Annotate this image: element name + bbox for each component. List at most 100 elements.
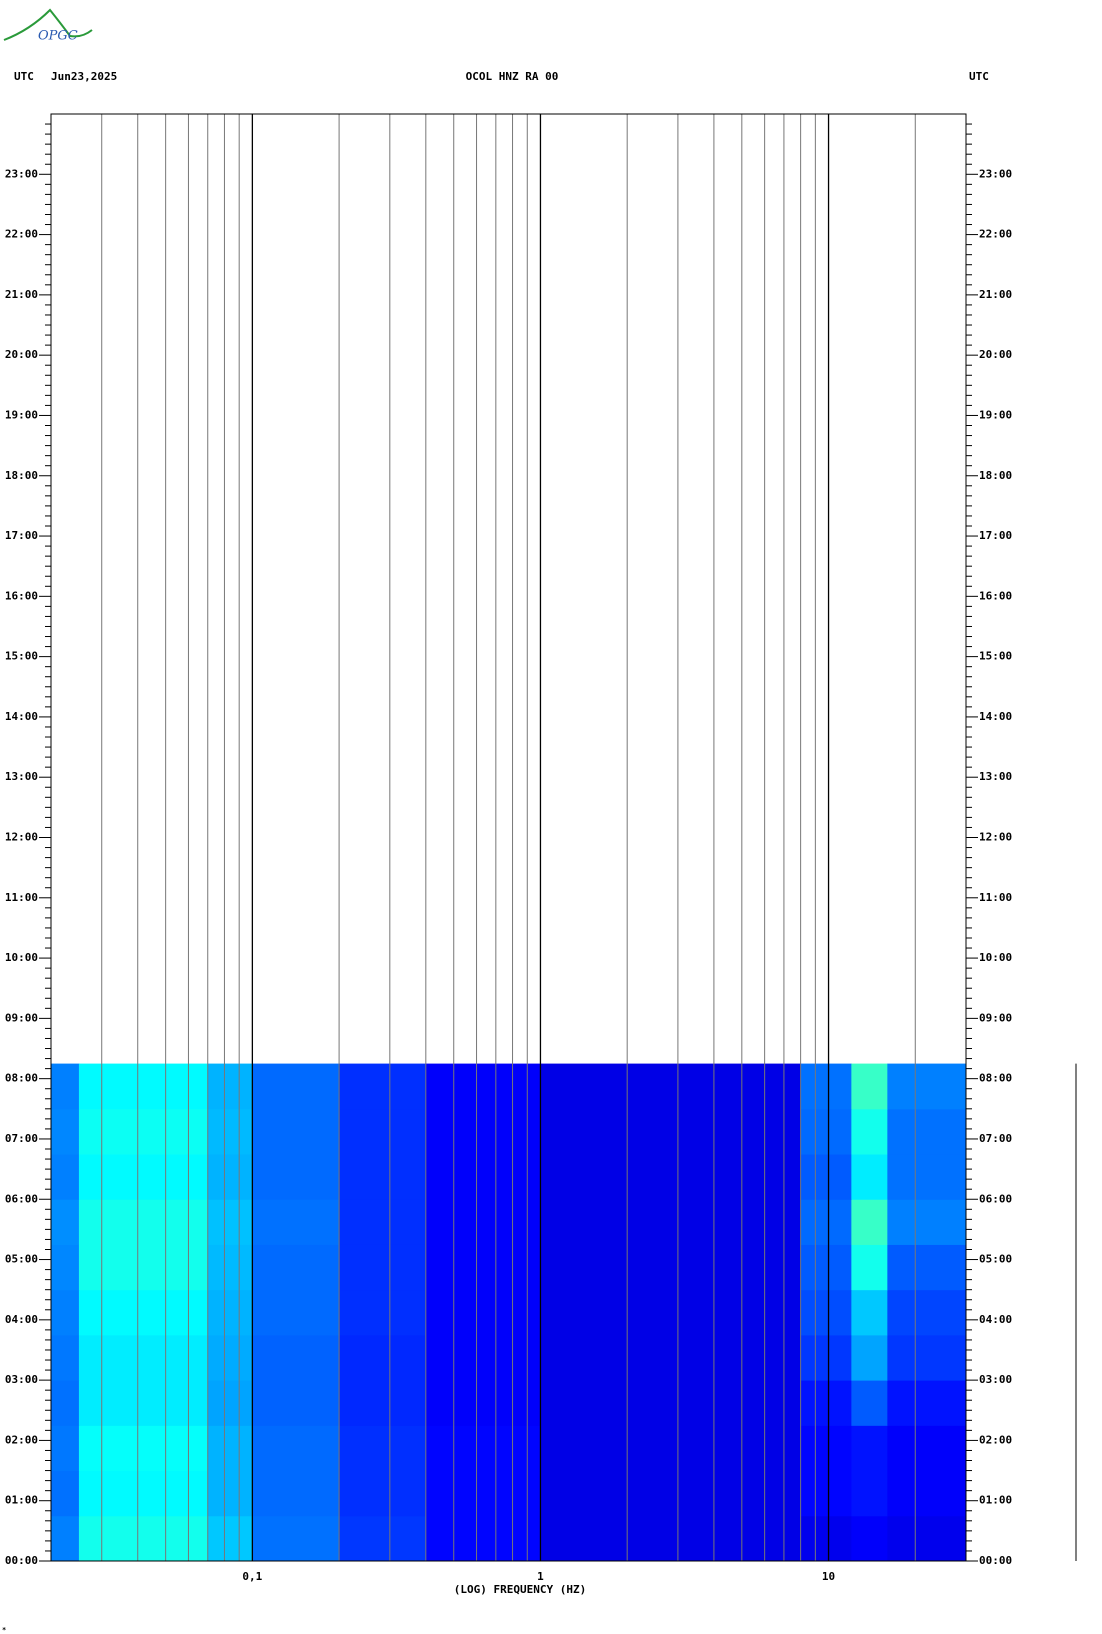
y-tick-label: 07:00 <box>979 1132 1012 1145</box>
spectrogram-cell <box>540 1199 802 1245</box>
spectrogram-cell <box>851 1244 888 1291</box>
spectrogram-cell <box>78 1154 209 1200</box>
spectrogram-cell <box>887 1199 967 1245</box>
spectrogram-cell <box>425 1244 541 1291</box>
spectrogram-cell <box>252 1425 340 1472</box>
spectrogram-cell <box>800 1425 852 1472</box>
y-tick-label: 15:00 <box>5 650 38 663</box>
logo: OPGC <box>3 8 93 44</box>
spectrogram-cell <box>851 1515 888 1562</box>
x-tick-label: 1 <box>537 1570 544 1583</box>
spectrogram-cell <box>207 1425 253 1472</box>
spectrogram-cell <box>851 1289 888 1336</box>
spectrogram-cell <box>800 1289 852 1336</box>
y-tick-label: 13:00 <box>979 770 1012 783</box>
spectrogram-cell <box>252 1470 340 1517</box>
spectrogram <box>51 1063 967 1562</box>
x-tick-label: 0,1 <box>242 1570 262 1583</box>
left-label: UTC <box>14 70 34 83</box>
spectrogram-cell <box>540 1380 802 1426</box>
y-tick-label: 15:00 <box>979 650 1012 663</box>
y-tick-label: 00:00 <box>5 1554 38 1567</box>
spectrogram-cell <box>252 1063 340 1110</box>
y-tick-label: 11:00 <box>5 891 38 904</box>
spectrogram-cell <box>339 1108 427 1155</box>
spectrogram-cell <box>540 1108 802 1155</box>
y-tick-label: 23:00 <box>979 167 1012 180</box>
spectrogram-cell <box>339 1289 427 1336</box>
spectrogram-cell <box>425 1470 541 1517</box>
y-tick-label: 04:00 <box>979 1313 1012 1326</box>
y-tick-label: 03:00 <box>979 1373 1012 1386</box>
spectrogram-cell <box>851 1154 888 1200</box>
spectrogram-cell <box>425 1334 541 1381</box>
y-tick-label: 05:00 <box>979 1253 1012 1266</box>
spectrogram-cell <box>207 1334 253 1381</box>
spectrogram-cell <box>339 1244 427 1291</box>
y-tick-label: 19:00 <box>5 408 38 421</box>
spectrogram-cell <box>540 1063 802 1110</box>
spectrogram-cell <box>78 1063 209 1110</box>
y-tick-label: 00:00 <box>979 1554 1012 1567</box>
y-tick-label: 02:00 <box>979 1433 1012 1446</box>
y-tick-label: 08:00 <box>5 1072 38 1085</box>
spectrogram-cell <box>339 1199 427 1245</box>
spectrogram-cell <box>78 1289 209 1336</box>
spectrogram-cell <box>887 1425 967 1472</box>
y-tick-label: 11:00 <box>979 891 1012 904</box>
spectrogram-cell <box>887 1289 967 1336</box>
spectrogram-cell <box>800 1515 852 1562</box>
spectrogram-cell <box>78 1244 209 1291</box>
grid <box>101 114 916 1561</box>
spectrogram-cell <box>51 1199 80 1245</box>
y-tick-label: 09:00 <box>5 1011 38 1024</box>
spectrogram-cell <box>207 1154 253 1200</box>
y-tick-label: 21:00 <box>979 288 1012 301</box>
spectrogram-cell <box>540 1289 802 1336</box>
spectrogram-cell <box>887 1334 967 1381</box>
spectrogram-cell <box>51 1154 80 1200</box>
spectrogram-cell <box>887 1154 967 1200</box>
spectrogram-cell <box>540 1515 802 1562</box>
spectrogram-cell <box>339 1154 427 1200</box>
spectrogram-cell <box>887 1380 967 1426</box>
spectrogram-cell <box>207 1108 253 1155</box>
spectrogram-cell <box>851 1199 888 1245</box>
spectrogram-cell <box>887 1244 967 1291</box>
y-tick-label: 03:00 <box>5 1373 38 1386</box>
spectrogram-cell <box>425 1199 541 1245</box>
spectrogram-cell <box>851 1425 888 1472</box>
y-tick-label: 22:00 <box>979 228 1012 241</box>
spectrogram-cell <box>51 1108 80 1155</box>
spectrogram-cell <box>851 1334 888 1381</box>
spectrogram-cell <box>800 1199 852 1245</box>
spectrogram-cell <box>339 1425 427 1472</box>
spectrogram-cell <box>800 1470 852 1517</box>
spectrogram-cell <box>252 1154 340 1200</box>
spectrogram-cell <box>339 1334 427 1381</box>
y-tick-label: 13:00 <box>5 770 38 783</box>
spectrogram-cell <box>425 1515 541 1562</box>
y-tick-label: 07:00 <box>5 1132 38 1145</box>
y-tick-label: 12:00 <box>5 831 38 844</box>
spectrogram-cell <box>425 1380 541 1426</box>
spectrogram-cell <box>252 1199 340 1245</box>
spectrogram-cell <box>339 1380 427 1426</box>
date: Jun23,2025 <box>51 70 117 83</box>
y-tick-label: 14:00 <box>5 710 38 723</box>
y-tick-label: 01:00 <box>979 1494 1012 1507</box>
spectrogram-cell <box>51 1515 80 1562</box>
y-tick-label: 19:00 <box>979 408 1012 421</box>
y-tick-label: 09:00 <box>979 1011 1012 1024</box>
spectrogram-cell <box>252 1108 340 1155</box>
spectrogram-cell <box>51 1425 80 1472</box>
spectrogram-cell <box>207 1515 253 1562</box>
spectrogram-cell <box>425 1154 541 1200</box>
spectrogram-cell <box>800 1334 852 1381</box>
y-tick-label: 08:00 <box>979 1072 1012 1085</box>
y-tick-label: 10:00 <box>5 951 38 964</box>
y-tick-label: 17:00 <box>5 529 38 542</box>
spectrogram-cell <box>207 1380 253 1426</box>
y-tick-label: 16:00 <box>979 589 1012 602</box>
